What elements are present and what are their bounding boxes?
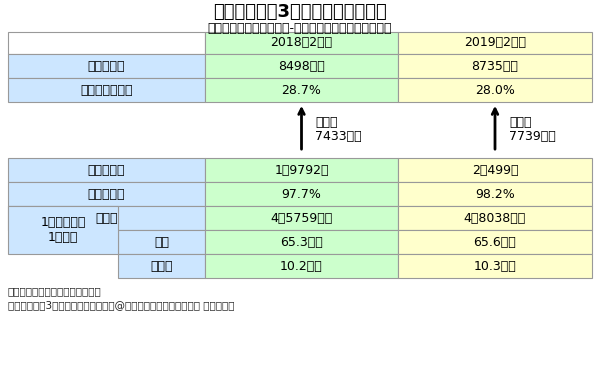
Text: 2018年2月期: 2018年2月期 <box>271 36 332 50</box>
Text: ＦＣ店舗数: ＦＣ店舗数 <box>88 164 125 177</box>
Bar <box>8 182 205 206</box>
Text: 1万9792店: 1万9792店 <box>274 164 329 177</box>
Text: 4兆8038億円: 4兆8038億円 <box>464 212 526 225</box>
Text: 4兆5759億円: 4兆5759億円 <box>271 212 332 225</box>
Text: コンビニ大手3社の本部の売り上げ: コンビニ大手3社の本部の売り上げ <box>213 3 387 21</box>
Text: 本部売上高: 本部売上高 <box>88 60 125 73</box>
Bar <box>398 54 592 78</box>
Text: 本部へ: 本部へ <box>150 260 173 273</box>
Bar <box>118 254 205 278</box>
Text: 本部へ: 本部へ <box>316 116 338 129</box>
Bar <box>205 54 398 78</box>
Bar <box>398 206 592 230</box>
Bar <box>8 206 118 254</box>
Text: セブンイレブン（セブン-イレブン・ジャパン）の場合: セブンイレブン（セブン-イレブン・ジャパン）の場合 <box>208 23 392 35</box>
Text: コンビニ大手3社の本部の売り上げ　@池田陽介　ダイヤモンド社 禁無断転載: コンビニ大手3社の本部の売り上げ @池田陽介 ダイヤモンド社 禁無断転載 <box>8 300 235 310</box>
Text: 98.2%: 98.2% <box>475 187 515 200</box>
Text: 10.3万円: 10.3万円 <box>473 260 517 273</box>
Text: 65.3万円: 65.3万円 <box>280 235 323 248</box>
Text: 97.7%: 97.7% <box>281 187 322 200</box>
Text: 本部営業利益率: 本部営業利益率 <box>80 83 133 96</box>
Text: 10.2万円: 10.2万円 <box>280 260 323 273</box>
Bar <box>205 206 398 230</box>
Text: 売上高: 売上高 <box>95 212 118 225</box>
Bar <box>205 254 398 278</box>
Text: 8735億円: 8735億円 <box>472 60 518 73</box>
Bar <box>398 158 592 182</box>
Bar <box>205 182 398 206</box>
Bar <box>118 230 205 254</box>
Text: 28.7%: 28.7% <box>281 83 322 96</box>
Bar <box>205 158 398 182</box>
Bar <box>398 230 592 254</box>
Text: 2019年2月期: 2019年2月期 <box>464 36 526 50</box>
Bar <box>205 32 398 54</box>
Text: 65.6万円: 65.6万円 <box>473 235 517 248</box>
Bar <box>8 78 205 102</box>
Text: 7433億円: 7433億円 <box>316 131 362 144</box>
Text: ＦＣ店舗率: ＦＣ店舗率 <box>88 187 125 200</box>
Text: 決算書など開示データを基に作成: 決算書など開示データを基に作成 <box>8 286 102 296</box>
Text: 本部へ: 本部へ <box>509 116 532 129</box>
Text: 7739億円: 7739億円 <box>509 131 556 144</box>
Bar <box>205 230 398 254</box>
Text: 1店舗あたり
1日平均: 1店舗あたり 1日平均 <box>40 216 86 244</box>
Bar <box>398 182 592 206</box>
Bar <box>398 78 592 102</box>
Bar <box>8 54 205 78</box>
Text: 8498億円: 8498億円 <box>278 60 325 73</box>
Bar <box>8 206 205 230</box>
Text: 28.0%: 28.0% <box>475 83 515 96</box>
Bar <box>398 254 592 278</box>
Text: 2万499店: 2万499店 <box>472 164 518 177</box>
Bar <box>8 32 205 54</box>
Bar <box>8 158 205 182</box>
Bar <box>398 32 592 54</box>
Text: 日販: 日販 <box>154 235 169 248</box>
Bar <box>205 78 398 102</box>
